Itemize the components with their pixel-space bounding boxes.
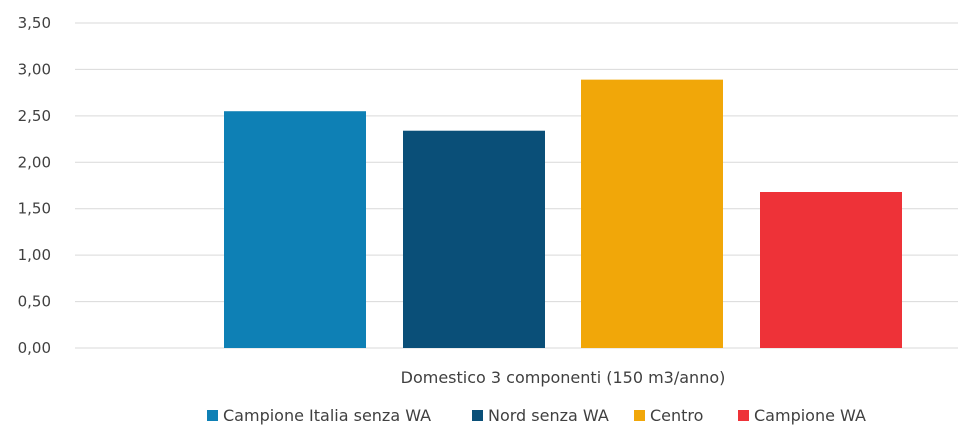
bar-4 <box>760 192 902 348</box>
bar-3 <box>581 79 723 349</box>
legend-swatch-1 <box>207 410 218 421</box>
legend-label-4: Campione WA <box>754 406 866 425</box>
y-tick-label: 3,00 <box>18 60 51 78</box>
y-tick-label: 2,50 <box>18 107 51 125</box>
x-axis-category-labels: Domestico 3 componenti (150 m3/anno) <box>401 368 726 387</box>
legend-label-2: Nord senza WA <box>488 406 609 425</box>
y-tick-label: 1,00 <box>18 246 51 264</box>
bar-series <box>224 79 902 349</box>
y-tick-label: 0,00 <box>18 339 51 357</box>
y-tick-label: 2,00 <box>18 153 51 171</box>
y-tick-label: 1,50 <box>18 200 51 218</box>
y-tick-label: 0,50 <box>18 293 51 311</box>
legend-swatch-3 <box>634 410 645 421</box>
legend-label-1: Campione Italia senza WA <box>223 406 431 425</box>
bar-2 <box>403 130 545 348</box>
x-category-label: Domestico 3 componenti (150 m3/anno) <box>401 368 726 387</box>
legend-swatch-4 <box>738 410 749 421</box>
y-tick-label: 3,50 <box>18 14 51 32</box>
legend: Campione Italia senza WA Nord senza WA Cen… <box>207 406 866 425</box>
legend-label-3: Centro <box>650 406 703 425</box>
y-axis-tick-labels: 0,00 0,50 1,00 1,50 2,00 2,50 3,00 3,50 <box>18 14 51 357</box>
legend-swatch-2 <box>472 410 483 421</box>
bar-1 <box>224 111 366 348</box>
